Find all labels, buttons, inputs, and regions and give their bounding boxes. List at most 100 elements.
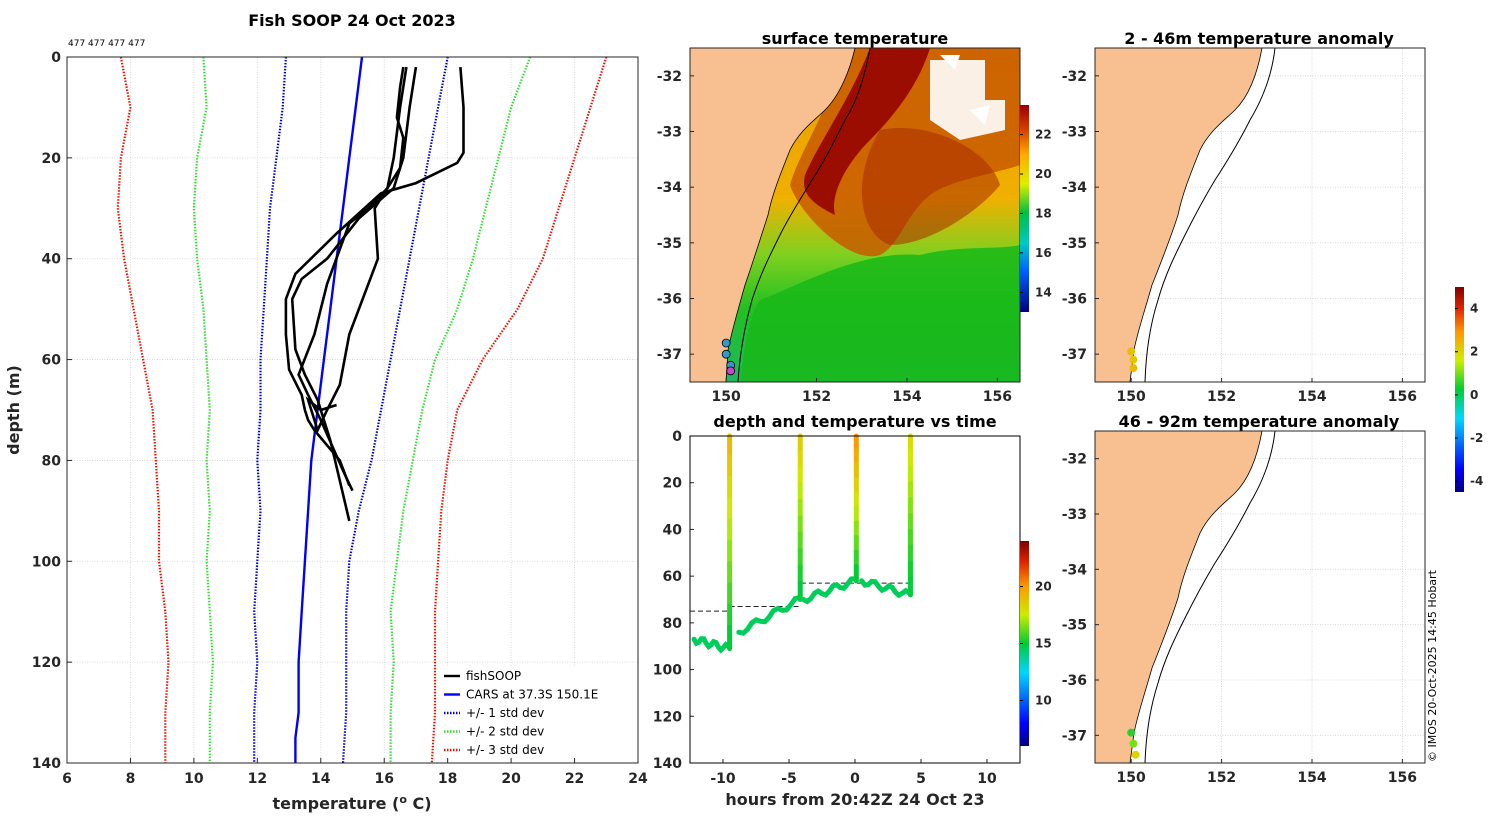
profile-y-tick-label: 0	[51, 50, 61, 66]
anomaly-point	[1129, 739, 1138, 748]
surface-temp-y-ticks: -32 -33 -34 -35 -36 -37	[657, 69, 694, 363]
cast-bottom-track	[801, 576, 858, 605]
surface-temp-colorbar-ticks: 14 16 18 20 22	[1020, 128, 1052, 299]
colorbar-tick-label: 22	[1035, 128, 1052, 142]
profile-series-line	[430, 56, 608, 764]
profile-y-tick-label: 140	[32, 756, 61, 772]
cast-bottom-track	[736, 594, 803, 636]
anomaly-colorbar	[1455, 287, 1464, 492]
profile-series	[116, 56, 608, 764]
profile-y-tick-label: 40	[42, 252, 62, 268]
time-series-title: depth and temperature vs time	[713, 412, 996, 431]
profile-x-ticks: 6 8 10 12 14 16 18 20 22 24	[62, 758, 648, 787]
fishing-position-marker	[721, 338, 731, 348]
profile-series-line	[284, 67, 465, 487]
profile-series-line	[290, 66, 418, 522]
profile-x-tick-label: 18	[438, 771, 457, 787]
map-x-tick-label: 154	[1297, 770, 1326, 786]
fishing-position-marker	[721, 349, 731, 359]
map-y-tick-label: -33	[657, 125, 682, 141]
map-y-tick-label: -32	[1062, 69, 1087, 85]
time-series-x-ticks: -10 -5 0 5 10	[710, 759, 997, 787]
anomaly-map-2-points	[1127, 728, 1140, 759]
legend-box	[438, 666, 628, 758]
colorbar-tick-label: 14	[1035, 285, 1052, 299]
surface-temp-colorbar	[1020, 105, 1029, 312]
credit-text: © IMOS 20-Oct-2025 14:45 Hobart	[1426, 569, 1439, 762]
profile-series-line	[305, 66, 405, 434]
colorbar-tick-label: 16	[1035, 246, 1052, 260]
map-y-tick-label: -33	[1062, 507, 1087, 523]
ts-x-tick-label: -10	[710, 771, 736, 787]
ts-y-tick-label: 20	[663, 476, 683, 492]
map-y-tick-label: -35	[1062, 236, 1087, 252]
map-x-tick-label: 152	[1207, 770, 1236, 786]
ts-y-tick-label: 120	[653, 709, 682, 725]
ts-y-tick-label: 40	[663, 522, 683, 538]
profile-series-line	[192, 56, 215, 763]
map-x-tick-label: 156	[983, 389, 1012, 405]
colorbar-tick-label: 18	[1035, 206, 1052, 220]
profile-x-tick-label: 22	[565, 771, 584, 787]
profile-axes-frame	[66, 56, 639, 764]
map-y-tick-label: -32	[657, 69, 682, 85]
map-x-tick-label: 150	[1117, 389, 1146, 405]
profile-x-tick-label: 24	[628, 771, 648, 787]
map-y-tick-label: -33	[1062, 125, 1087, 141]
x-label-end: C)	[407, 794, 432, 813]
profile-legend: fishSOOP CARS at 37.3S 150.1E +/- 1 std de…	[438, 666, 628, 758]
anomaly-map-1-x-ticks: 150 152 154 156	[1117, 378, 1417, 405]
profile-y-tick-label: 80	[42, 453, 62, 469]
surface-temp-panel: surface temperature 150 152 154 156 -32-33-…	[657, 29, 1052, 405]
time-series-colorbar	[1020, 541, 1029, 746]
map-y-tick-label: -37	[1062, 347, 1087, 363]
eddy-ring	[861, 128, 1000, 245]
ts-x-tick-label: 10	[977, 771, 997, 787]
colorbar-tick-label: 2	[1470, 345, 1478, 359]
anomaly-map-1-frame	[1094, 47, 1426, 383]
profile-y-tick-label: 60	[42, 353, 62, 369]
profile-x-tick-label: 6	[62, 771, 72, 787]
colorbar-tick-label: 20	[1035, 580, 1052, 594]
figure-title: Fish SOOP 24 Oct 2023	[248, 11, 456, 30]
anomaly-colorbar-ticks: 4 2 0 -2 -4	[1455, 302, 1483, 488]
anomaly-map-1-y-ticks: -32 -33 -34 -35 -36 -37	[1062, 69, 1099, 363]
profile-x-tick-label: 14	[311, 771, 331, 787]
anomaly-point	[1127, 728, 1136, 737]
legend-label: +/- 3 std dev	[466, 743, 544, 757]
time-series-panel: depth and temperature vs time -10 -5 0 5 10 …	[653, 412, 1052, 809]
profile-series-line	[389, 56, 532, 763]
profile-series-line	[294, 56, 364, 763]
colorbar-tick-label: 4	[1470, 302, 1478, 316]
surface-temp-title: surface temperature	[762, 29, 949, 48]
map-x-tick-label: 154	[892, 389, 921, 405]
bathymetry-contour	[737, 48, 871, 382]
profile-y-tick-label: 120	[32, 655, 61, 671]
surface-temp-markers	[721, 338, 736, 376]
map-x-tick-label: 150	[1117, 770, 1146, 786]
anomaly-map-2-contour	[1144, 431, 1276, 763]
colorbar-tick-label: -2	[1470, 431, 1483, 445]
fishing-position-marker	[726, 366, 736, 376]
anomaly-map-1-panel: 2 - 46m temperature anomaly 150 152 154 156…	[1062, 29, 1426, 405]
colorbar-tick-label: 0	[1470, 388, 1478, 402]
profile-x-tick-label: 10	[184, 771, 204, 787]
anomaly-map-2-frame	[1094, 430, 1426, 764]
time-series-y-ticks: 0 20 40 60 80 100 120 140	[653, 429, 694, 772]
anomaly-point	[1127, 347, 1136, 356]
map-y-tick-label: -36	[1062, 292, 1087, 308]
map-y-tick-label: -37	[657, 347, 682, 363]
anomaly-map-1-land	[1095, 48, 1263, 382]
anomaly-map-2-x-ticks: 150 152 154 156	[1117, 759, 1417, 786]
legend-label: CARS at 37.3S 150.1E	[466, 688, 598, 702]
x-label-superscript: o	[399, 793, 407, 806]
profile-series-line	[253, 56, 287, 763]
anomaly-map-1-points	[1127, 347, 1138, 373]
cast-bottom-track	[691, 636, 731, 654]
colorbar-tick-label: 10	[1035, 693, 1052, 707]
profile-x-tick-label: 12	[248, 771, 267, 787]
map-x-tick-label: 150	[712, 389, 741, 405]
profile-series-line	[297, 66, 408, 492]
legend-label: fishSOOP	[466, 669, 521, 683]
anomaly-point	[1131, 750, 1140, 759]
